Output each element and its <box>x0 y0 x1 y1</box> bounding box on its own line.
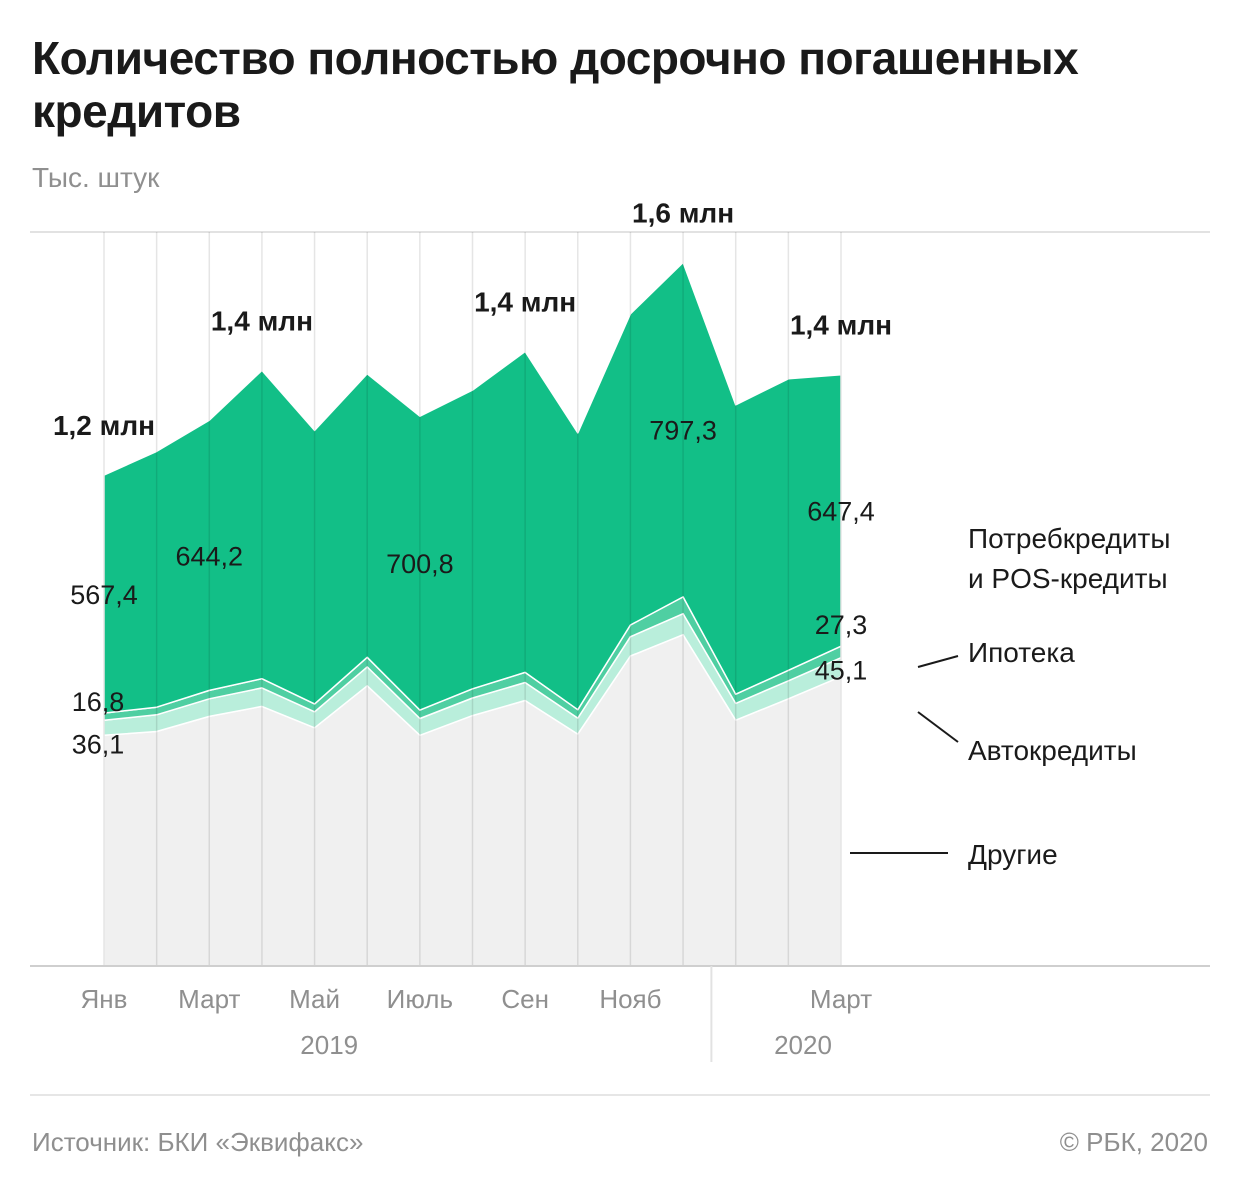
x-tick-label: Сен <box>501 984 549 1014</box>
year-label: 2019 <box>300 1030 358 1060</box>
source-note: Источник: БКИ «Эквифакс» <box>32 1127 364 1157</box>
legend-leader-line <box>917 711 959 743</box>
total-label: 1,4 млн <box>211 305 313 336</box>
chart-unit-label: Тыс. штук <box>32 162 160 193</box>
value-label: 644,2 <box>175 541 243 571</box>
year-label: 2020 <box>774 1030 832 1060</box>
value-label: 45,1 <box>815 656 868 686</box>
value-label: 647,4 <box>807 496 875 526</box>
total-label: 1,4 млн <box>790 310 892 341</box>
value-label: 27,3 <box>815 610 868 640</box>
value-label: 700,8 <box>386 549 454 579</box>
x-tick-label: Янв <box>81 984 128 1014</box>
x-tick-label: Май <box>289 984 340 1014</box>
copyright-note: © РБК, 2020 <box>1059 1127 1208 1157</box>
value-label: 567,4 <box>70 580 138 610</box>
value-label: 36,1 <box>72 729 125 759</box>
legend-label: Потребкредиты <box>968 523 1170 554</box>
legend-label: Другие <box>968 839 1058 870</box>
value-label: 797,3 <box>649 416 717 446</box>
footer-divider <box>30 1094 1210 1096</box>
total-label: 1,4 млн <box>474 287 576 318</box>
x-tick-label: Июль <box>387 984 453 1014</box>
x-tick-label: Март <box>178 984 240 1014</box>
x-tick-label: Нояб <box>599 984 661 1014</box>
legend-leader-line <box>917 655 959 668</box>
legend-label: Ипотека <box>968 637 1075 668</box>
legend-label: Автокредиты <box>968 735 1137 766</box>
value-label: 16,8 <box>72 687 125 717</box>
total-label: 1,2 млн <box>53 410 155 441</box>
legend-label: и POS-кредиты <box>968 563 1168 594</box>
area-consumer <box>103 261 842 714</box>
x-tick-label: Март <box>810 984 872 1014</box>
total-label: 1,6 млн <box>632 197 734 228</box>
chart-title: Количество полностью досрочно погашенных… <box>32 32 1079 138</box>
